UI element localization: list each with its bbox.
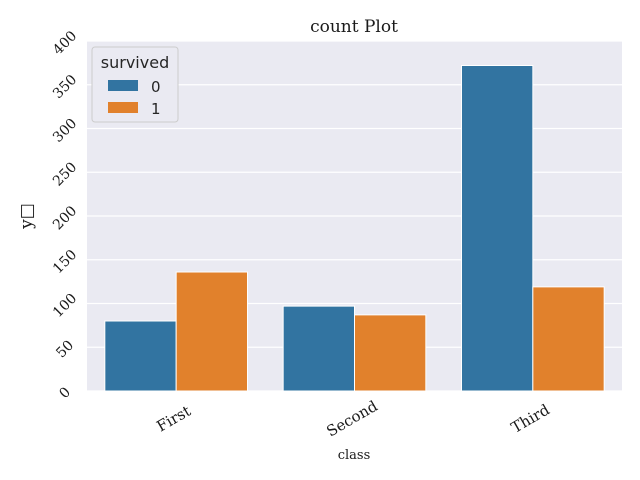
legend-title: survived: [101, 53, 169, 72]
bar-third-series-1: [532, 286, 605, 392]
legend-swatch-0: [108, 80, 138, 91]
x-tick-labels: First Second Third: [154, 397, 553, 441]
y-axis-label: y□: [17, 203, 37, 230]
bar-second-series-1: [354, 314, 427, 392]
y-tick-labels: 0 50 100 150 200 250 300 350 400: [50, 28, 80, 402]
legend-label-0: 0: [151, 78, 161, 96]
bar-second-series-0: [282, 305, 355, 392]
x-tick-label-first: First: [154, 402, 194, 436]
y-tick-label: 0: [56, 384, 74, 402]
y-tick-label: 250: [50, 159, 80, 189]
x-axis-label: class: [338, 448, 371, 463]
y-tick-label: 300: [50, 116, 80, 146]
y-tick-label: 200: [50, 203, 80, 233]
bars: [104, 65, 605, 392]
y-tick-label: 400: [50, 28, 80, 58]
y-tick-label: 150: [50, 247, 80, 277]
bar-first-series-0: [104, 320, 177, 392]
chart-title: count Plot: [310, 17, 398, 37]
legend-label-1: 1: [151, 100, 161, 118]
y-tick-label: 100: [50, 291, 80, 321]
y-tick-label: 350: [50, 72, 80, 102]
bar-first-series-1: [175, 271, 249, 392]
bar-third-series-0: [461, 65, 534, 392]
legend-swatch-1: [108, 102, 138, 113]
x-tick-label-second: Second: [323, 397, 381, 441]
y-tick-label: 50: [53, 337, 77, 361]
x-tick-label-third: Third: [508, 400, 553, 436]
legend: survived 0 1: [91, 46, 179, 123]
